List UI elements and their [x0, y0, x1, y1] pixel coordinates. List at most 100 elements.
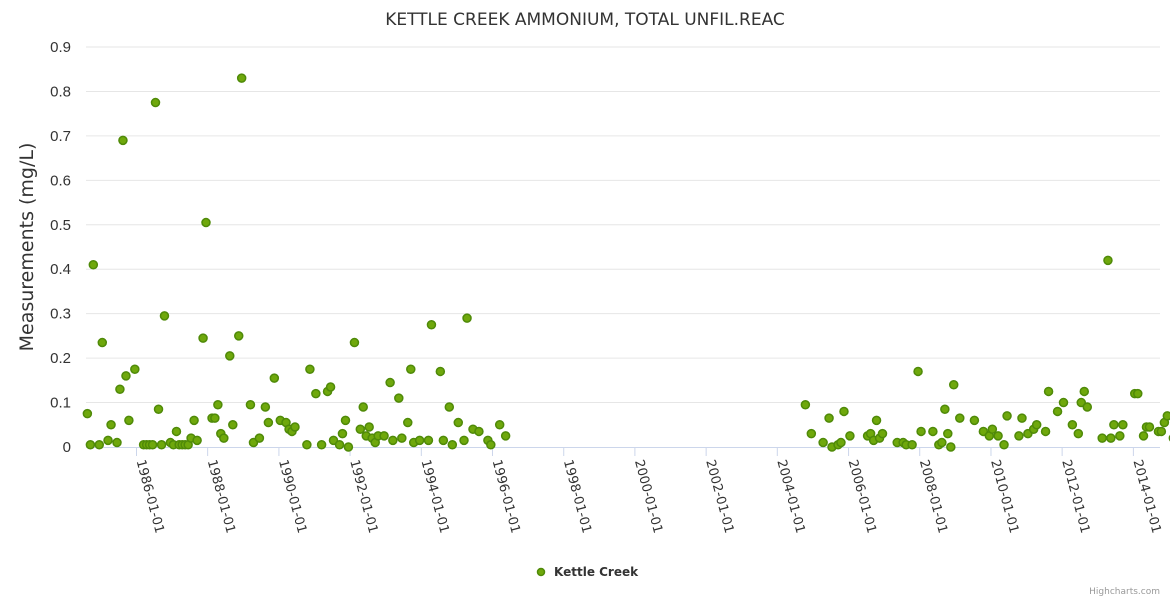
data-point[interactable]: [1097, 433, 1107, 443]
data-point[interactable]: [245, 400, 256, 410]
data-point[interactable]: [210, 413, 220, 423]
data-point[interactable]: [928, 426, 938, 437]
data-point[interactable]: [1162, 411, 1170, 421]
data-point[interactable]: [121, 371, 131, 381]
data-point[interactable]: [112, 437, 122, 448]
data-point[interactable]: [379, 431, 389, 441]
legend-label-kettle-creek[interactable]: Kettle Creek: [554, 565, 639, 579]
data-point[interactable]: [219, 433, 229, 443]
data-point[interactable]: [228, 420, 238, 430]
data-point[interactable]: [999, 440, 1009, 450]
data-point[interactable]: [355, 424, 366, 434]
data-point[interactable]: [403, 417, 413, 428]
data-point[interactable]: [397, 433, 407, 443]
data-point[interactable]: [340, 415, 351, 426]
data-point[interactable]: [364, 422, 374, 432]
data-point[interactable]: [1144, 422, 1155, 432]
data-point[interactable]: [1031, 420, 1042, 430]
data-point[interactable]: [316, 440, 327, 450]
data-point[interactable]: [358, 402, 368, 412]
data-point[interactable]: [385, 377, 395, 388]
data-point[interactable]: [171, 426, 182, 437]
data-point[interactable]: [414, 435, 425, 446]
data-point[interactable]: [1014, 431, 1024, 441]
data-point[interactable]: [1082, 402, 1093, 412]
data-point[interactable]: [948, 380, 959, 390]
data-point[interactable]: [103, 435, 113, 446]
data-point[interactable]: [946, 442, 956, 452]
data-point[interactable]: [233, 331, 244, 341]
data-point[interactable]: [1079, 386, 1090, 397]
data-point[interactable]: [1138, 431, 1149, 441]
data-point[interactable]: [349, 337, 360, 348]
data-point[interactable]: [916, 426, 926, 437]
data-point[interactable]: [845, 431, 855, 441]
data-point[interactable]: [1109, 420, 1119, 430]
data-point[interactable]: [198, 333, 208, 343]
data-point[interactable]: [943, 428, 953, 439]
data-point[interactable]: [444, 402, 455, 412]
data-point[interactable]: [1067, 420, 1078, 430]
data-point[interactable]: [818, 437, 828, 448]
data-point[interactable]: [269, 373, 280, 383]
data-point[interactable]: [130, 364, 140, 374]
data-point[interactable]: [153, 404, 164, 414]
data-point[interactable]: [800, 400, 811, 410]
data-point[interactable]: [1156, 426, 1167, 437]
data-point[interactable]: [447, 440, 458, 450]
data-point[interactable]: [1133, 388, 1143, 399]
data-point[interactable]: [453, 417, 464, 428]
data-point[interactable]: [159, 311, 170, 321]
data-point[interactable]: [907, 440, 917, 450]
data-point[interactable]: [913, 366, 923, 377]
data-point[interactable]: [1002, 411, 1012, 421]
data-point[interactable]: [343, 442, 354, 452]
data-point[interactable]: [486, 440, 496, 450]
data-point[interactable]: [426, 320, 437, 330]
data-point[interactable]: [236, 73, 247, 83]
data-point[interactable]: [1058, 397, 1069, 408]
data-point[interactable]: [406, 364, 416, 374]
data-point[interactable]: [969, 415, 980, 426]
data-point[interactable]: [1073, 428, 1084, 439]
data-point[interactable]: [438, 435, 449, 446]
data-point[interactable]: [88, 260, 99, 270]
data-point[interactable]: [806, 428, 817, 439]
data-point[interactable]: [147, 440, 158, 450]
data-point[interactable]: [305, 364, 315, 374]
data-point[interactable]: [311, 388, 321, 399]
data-point[interactable]: [254, 433, 265, 443]
data-point[interactable]: [225, 351, 235, 361]
data-point[interactable]: [937, 437, 947, 448]
data-point[interactable]: [334, 440, 345, 450]
legend-marker[interactable]: [536, 567, 546, 577]
data-point[interactable]: [106, 420, 116, 430]
data-point[interactable]: [940, 404, 950, 414]
data-point[interactable]: [1103, 255, 1113, 266]
data-point[interactable]: [260, 402, 271, 412]
data-point[interactable]: [836, 437, 846, 448]
data-point[interactable]: [302, 440, 312, 450]
data-point[interactable]: [423, 435, 434, 446]
data-point[interactable]: [82, 408, 93, 419]
data-point[interactable]: [462, 313, 472, 323]
data-point[interactable]: [115, 384, 125, 394]
data-point[interactable]: [192, 435, 202, 446]
credits-link[interactable]: Highcharts.com: [1089, 587, 1160, 597]
data-point[interactable]: [156, 440, 167, 450]
data-point[interactable]: [871, 415, 882, 426]
data-point[interactable]: [85, 440, 96, 450]
data-point[interactable]: [459, 435, 469, 446]
data-point[interactable]: [97, 337, 108, 348]
data-point[interactable]: [290, 422, 300, 432]
data-point[interactable]: [1115, 431, 1125, 441]
data-point[interactable]: [337, 428, 348, 439]
data-point[interactable]: [993, 431, 1003, 441]
data-point[interactable]: [189, 415, 199, 426]
data-point[interactable]: [118, 135, 128, 146]
legend[interactable]: Kettle Creek: [536, 565, 640, 579]
data-point[interactable]: [839, 406, 849, 417]
data-point[interactable]: [474, 426, 484, 437]
data-point[interactable]: [388, 435, 398, 446]
data-point[interactable]: [987, 424, 998, 434]
